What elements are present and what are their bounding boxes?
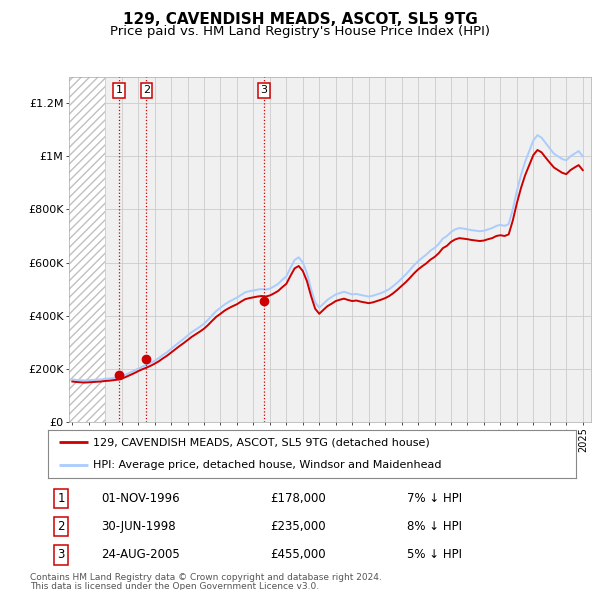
Text: £178,000: £178,000 <box>270 492 326 505</box>
Bar <box>69 77 105 422</box>
Text: 2: 2 <box>58 520 65 533</box>
Text: 129, CAVENDISH MEADS, ASCOT, SL5 9TG (detached house): 129, CAVENDISH MEADS, ASCOT, SL5 9TG (de… <box>93 437 430 447</box>
Text: 5% ↓ HPI: 5% ↓ HPI <box>407 548 462 561</box>
Text: 3: 3 <box>260 86 268 96</box>
Text: £235,000: £235,000 <box>270 520 325 533</box>
Text: 1: 1 <box>115 86 122 96</box>
Text: HPI: Average price, detached house, Windsor and Maidenhead: HPI: Average price, detached house, Wind… <box>93 460 442 470</box>
Text: 24-AUG-2005: 24-AUG-2005 <box>101 548 179 561</box>
Text: £455,000: £455,000 <box>270 548 325 561</box>
Text: 2: 2 <box>143 86 150 96</box>
Text: 30-JUN-1998: 30-JUN-1998 <box>101 520 175 533</box>
Text: 01-NOV-1996: 01-NOV-1996 <box>101 492 179 505</box>
Text: 8% ↓ HPI: 8% ↓ HPI <box>407 520 462 533</box>
Text: 129, CAVENDISH MEADS, ASCOT, SL5 9TG: 129, CAVENDISH MEADS, ASCOT, SL5 9TG <box>122 12 478 27</box>
Text: This data is licensed under the Open Government Licence v3.0.: This data is licensed under the Open Gov… <box>30 582 319 590</box>
Text: 1: 1 <box>58 492 65 505</box>
Text: 3: 3 <box>58 548 65 561</box>
Text: Contains HM Land Registry data © Crown copyright and database right 2024.: Contains HM Land Registry data © Crown c… <box>30 573 382 582</box>
Text: Price paid vs. HM Land Registry's House Price Index (HPI): Price paid vs. HM Land Registry's House … <box>110 25 490 38</box>
Text: 7% ↓ HPI: 7% ↓ HPI <box>407 492 462 505</box>
